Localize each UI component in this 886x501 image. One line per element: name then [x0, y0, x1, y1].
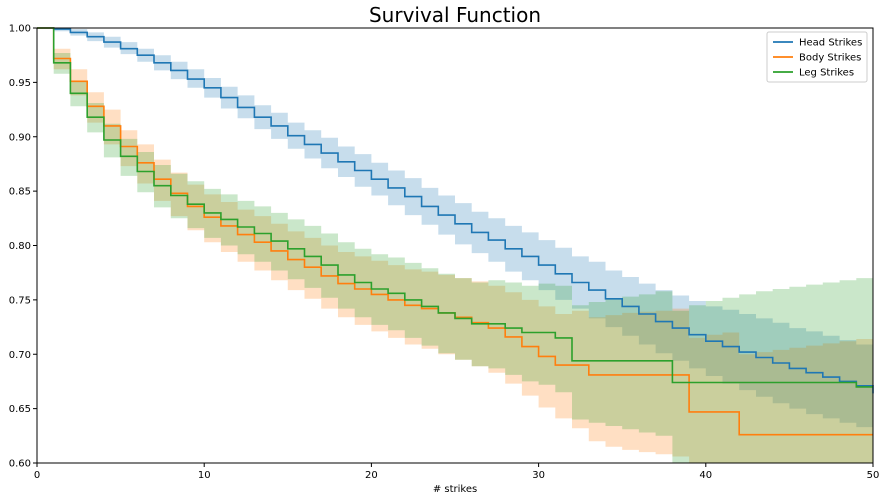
x-axis-ticks: 0 10 20 30 40 50	[34, 463, 880, 481]
chart-title: Survival Function	[369, 3, 541, 27]
legend-label-leg-strikes: Leg Strikes	[799, 68, 854, 79]
x-tick-label: 40	[699, 470, 712, 481]
confidence-bands	[37, 28, 873, 463]
y-tick-label: 0.75	[9, 295, 31, 306]
x-tick-label: 0	[34, 470, 40, 481]
x-axis-label: # strikes	[433, 484, 477, 495]
x-tick-label: 30	[532, 470, 545, 481]
legend-label-head-strikes: Head Strikes	[799, 38, 862, 49]
x-tick-label: 20	[365, 470, 378, 481]
legend: Head Strikes Body Strikes Leg Strikes	[767, 32, 867, 82]
y-tick-label: 0.80	[9, 241, 31, 252]
y-axis-ticks: 0.60 0.65 0.70 0.75 0.80 0.85 0.90 0.95 1.00	[9, 24, 37, 470]
y-tick-label: 0.60	[9, 459, 31, 470]
y-tick-label: 0.90	[9, 132, 31, 143]
y-tick-label: 0.65	[9, 404, 31, 415]
y-tick-label: 0.95	[9, 78, 31, 89]
legend-label-body-strikes: Body Strikes	[799, 53, 861, 64]
x-tick-label: 50	[867, 470, 880, 481]
y-tick-label: 0.70	[9, 350, 31, 361]
x-tick-label: 10	[198, 470, 211, 481]
y-tick-label: 1.00	[9, 24, 31, 35]
y-tick-label: 0.85	[9, 187, 31, 198]
leg-strikes-confidence-band	[37, 28, 873, 463]
